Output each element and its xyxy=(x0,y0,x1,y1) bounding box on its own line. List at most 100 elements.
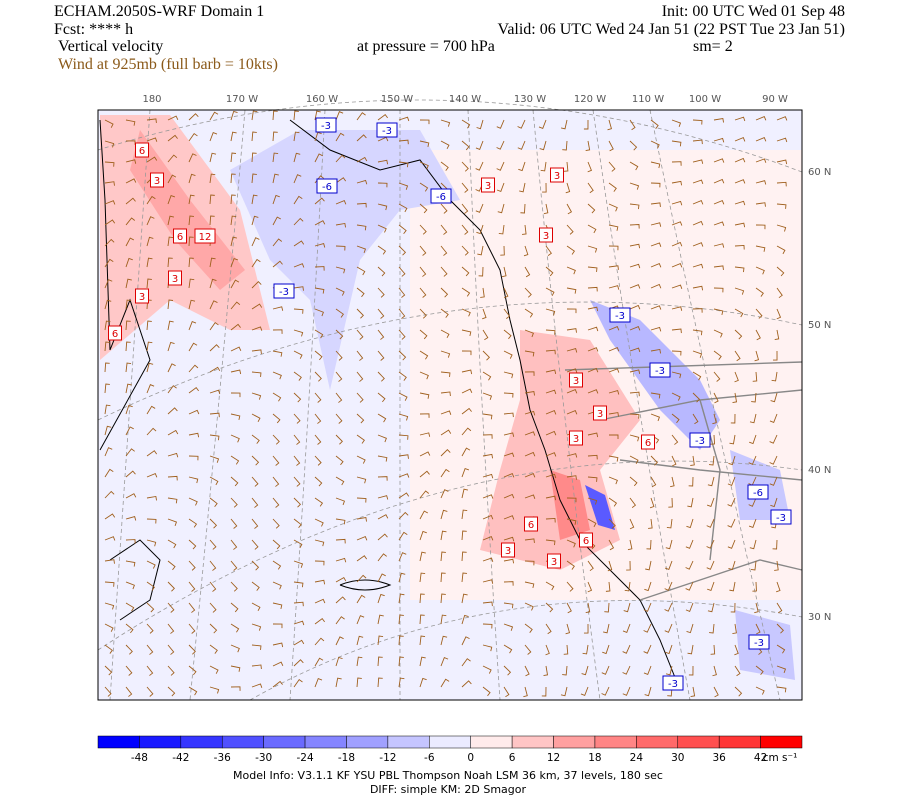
colorbar-tick-label: 12 xyxy=(547,752,560,764)
wind-barb xyxy=(482,413,493,420)
wind-barb xyxy=(545,245,552,257)
wind-barb xyxy=(398,635,404,646)
colorbar-tick-label: 6 xyxy=(509,752,516,764)
map-frame xyxy=(97,109,803,701)
wind-barb xyxy=(419,635,426,646)
longitude-label: 100 W xyxy=(689,94,721,105)
wind-barb xyxy=(713,686,719,698)
contour-label-box xyxy=(579,532,593,548)
wind-barb xyxy=(475,140,484,150)
wind-barb xyxy=(524,665,530,677)
wind-barb xyxy=(377,476,388,481)
contour-label-box xyxy=(194,228,216,244)
wind-barb xyxy=(734,350,741,362)
longitude-label: 90 W xyxy=(762,94,788,105)
contour-label: 6 xyxy=(112,329,118,340)
wind-barb xyxy=(377,553,387,562)
wind-barb xyxy=(251,602,261,612)
wind-barb xyxy=(167,560,176,571)
wind-barb xyxy=(398,350,407,361)
wind-barb xyxy=(335,287,345,296)
wind-barb xyxy=(167,497,178,504)
wind-barb xyxy=(545,369,557,375)
wind-barb xyxy=(104,219,116,226)
wind-barb xyxy=(649,497,655,509)
wind-barb xyxy=(545,430,557,436)
wind-barb xyxy=(524,431,536,436)
wind-barb xyxy=(732,392,738,403)
wind-barb xyxy=(708,455,715,466)
wind-barb xyxy=(356,156,368,163)
wind-barb xyxy=(629,119,636,131)
wind-barb xyxy=(461,119,471,129)
wind-barb xyxy=(601,665,610,675)
wind-barb xyxy=(566,203,573,215)
wind-barb xyxy=(755,623,761,635)
contour-label: 3 xyxy=(573,376,579,387)
wind-barb xyxy=(461,447,471,457)
wind-barb xyxy=(398,656,404,667)
wind-barb xyxy=(566,453,578,458)
wind-barb xyxy=(251,560,260,571)
wind-barb xyxy=(650,161,661,169)
wind-barb xyxy=(125,217,136,226)
wind-barb xyxy=(580,686,589,696)
wind-barb xyxy=(503,665,512,676)
wind-barb xyxy=(104,425,112,436)
wind-barb xyxy=(627,539,633,551)
wind-barb xyxy=(776,623,784,634)
contour-label: -3 xyxy=(776,513,786,524)
wind-barb xyxy=(419,656,426,667)
wind-barb xyxy=(670,476,675,488)
contour-label: -6 xyxy=(436,192,446,203)
contour-label: -3 xyxy=(279,287,289,298)
wind-barb xyxy=(755,224,766,230)
wind-barb xyxy=(608,346,620,352)
border xyxy=(564,361,803,371)
wind-barb xyxy=(398,572,406,583)
colorbar-tick-label: 18 xyxy=(588,752,601,764)
wind-barb xyxy=(732,623,737,634)
wind-barb xyxy=(146,623,154,634)
wind-barb xyxy=(496,161,505,171)
wind-barb xyxy=(377,434,387,443)
wind-barb xyxy=(146,472,158,478)
wind-barb xyxy=(272,497,280,508)
wind-barb xyxy=(562,665,568,676)
wind-barb xyxy=(230,279,240,289)
wind-barb xyxy=(587,286,598,292)
wind-barb xyxy=(440,657,449,667)
wind-barb xyxy=(104,279,113,289)
wind-barb xyxy=(146,384,155,394)
wind-barb xyxy=(251,173,257,184)
wind-barb xyxy=(650,392,661,399)
wind-barb xyxy=(503,558,515,564)
wind-barb xyxy=(482,371,492,381)
wind-barb xyxy=(167,363,176,373)
wind-barb xyxy=(230,392,241,398)
wind-barb xyxy=(335,538,346,544)
wind-barb xyxy=(643,644,652,654)
wind-barb xyxy=(335,111,344,121)
wind-barb xyxy=(686,518,694,529)
wind-barb xyxy=(125,237,135,247)
wind-barb xyxy=(461,680,472,688)
wind-note: Wind at 925mb (full barb = 10kts) xyxy=(58,56,278,73)
wind-barb xyxy=(272,455,280,466)
wind-barb xyxy=(644,686,652,697)
wind-barb xyxy=(356,677,362,688)
wind-barb xyxy=(125,197,136,205)
wind-barb xyxy=(629,518,635,530)
wind-barb xyxy=(524,371,535,376)
wind-barb xyxy=(167,174,177,184)
wind-barb xyxy=(587,518,597,528)
wind-barb xyxy=(755,308,763,319)
wind-barb xyxy=(500,245,505,256)
wind-barb xyxy=(607,119,612,131)
wind-barb xyxy=(524,390,535,396)
wind-barb xyxy=(440,371,451,378)
parallel xyxy=(97,99,803,173)
wind-barb xyxy=(125,560,136,567)
wind-barb xyxy=(482,434,493,439)
wind-barb xyxy=(230,152,237,163)
